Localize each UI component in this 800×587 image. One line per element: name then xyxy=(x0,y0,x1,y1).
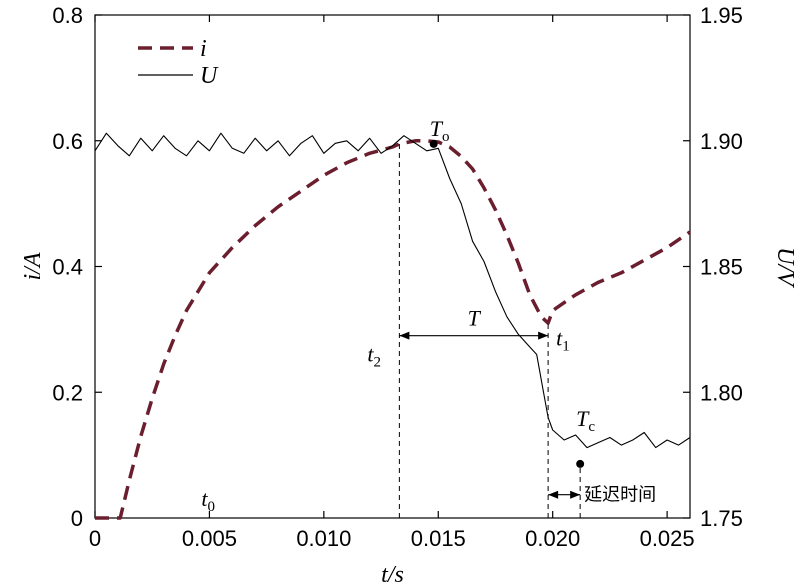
plot-frame xyxy=(94,14,691,519)
x-tick-label: 0.010 xyxy=(296,526,351,551)
y-right-tick-label: 1.75 xyxy=(700,506,743,531)
t2-label: t2 xyxy=(367,342,381,371)
y-right-tick-label: 1.85 xyxy=(700,255,743,280)
y-right-tick-label: 1.90 xyxy=(700,129,743,154)
Tc-point xyxy=(576,459,585,468)
delay-arrow-head-left xyxy=(548,490,559,499)
y-right-axis-title: U/V xyxy=(772,247,798,288)
y-left-tick-label: 0.2 xyxy=(52,380,83,405)
To-point xyxy=(429,139,438,148)
series-line-U xyxy=(94,132,691,449)
axes: 0 0.005 0.010 0.015 0.020 0.025 0 0.2 0.4 0.6 0.8 1… xyxy=(52,3,742,551)
legend: iU xyxy=(138,36,219,89)
y-right-tick-label: 1.95 xyxy=(700,3,743,28)
delay-label: 延迟时间 xyxy=(584,485,656,506)
y-left-axis-title: i/A xyxy=(20,252,46,280)
annotations: T 延迟时间 To Tc t2 t1 t0 xyxy=(201,116,656,518)
series-layer xyxy=(94,132,691,520)
T-span-arrow-head-right xyxy=(538,331,549,340)
y-left-tick-label: 0.8 xyxy=(52,3,83,28)
x-axis-title: t/s xyxy=(381,562,404,587)
legend-label-i: i xyxy=(200,36,207,62)
y-left-tick-label: 0.6 xyxy=(52,129,83,154)
T-span-arrow-head-left xyxy=(399,331,410,340)
legend-label-U: U xyxy=(200,63,219,89)
t1-label: t1 xyxy=(556,326,570,355)
T-span-label: T xyxy=(468,306,482,331)
series-line-i xyxy=(95,139,691,520)
x-tick-label: 0.025 xyxy=(640,526,695,551)
x-tick-label: 0 xyxy=(89,526,101,551)
To-label: To xyxy=(430,116,450,145)
x-tick-label: 0.005 xyxy=(182,526,237,551)
x-tick-label: 0.015 xyxy=(411,526,466,551)
t0-label: t0 xyxy=(201,486,215,515)
x-tick-label: 0.020 xyxy=(525,526,580,551)
y-right-tick-label: 1.80 xyxy=(700,380,743,405)
Tc-label: Tc xyxy=(576,406,595,435)
y-left-tick-label: 0.4 xyxy=(52,255,83,280)
delay-arrow-head-right xyxy=(570,490,581,499)
y-left-tick-label: 0 xyxy=(71,506,83,531)
